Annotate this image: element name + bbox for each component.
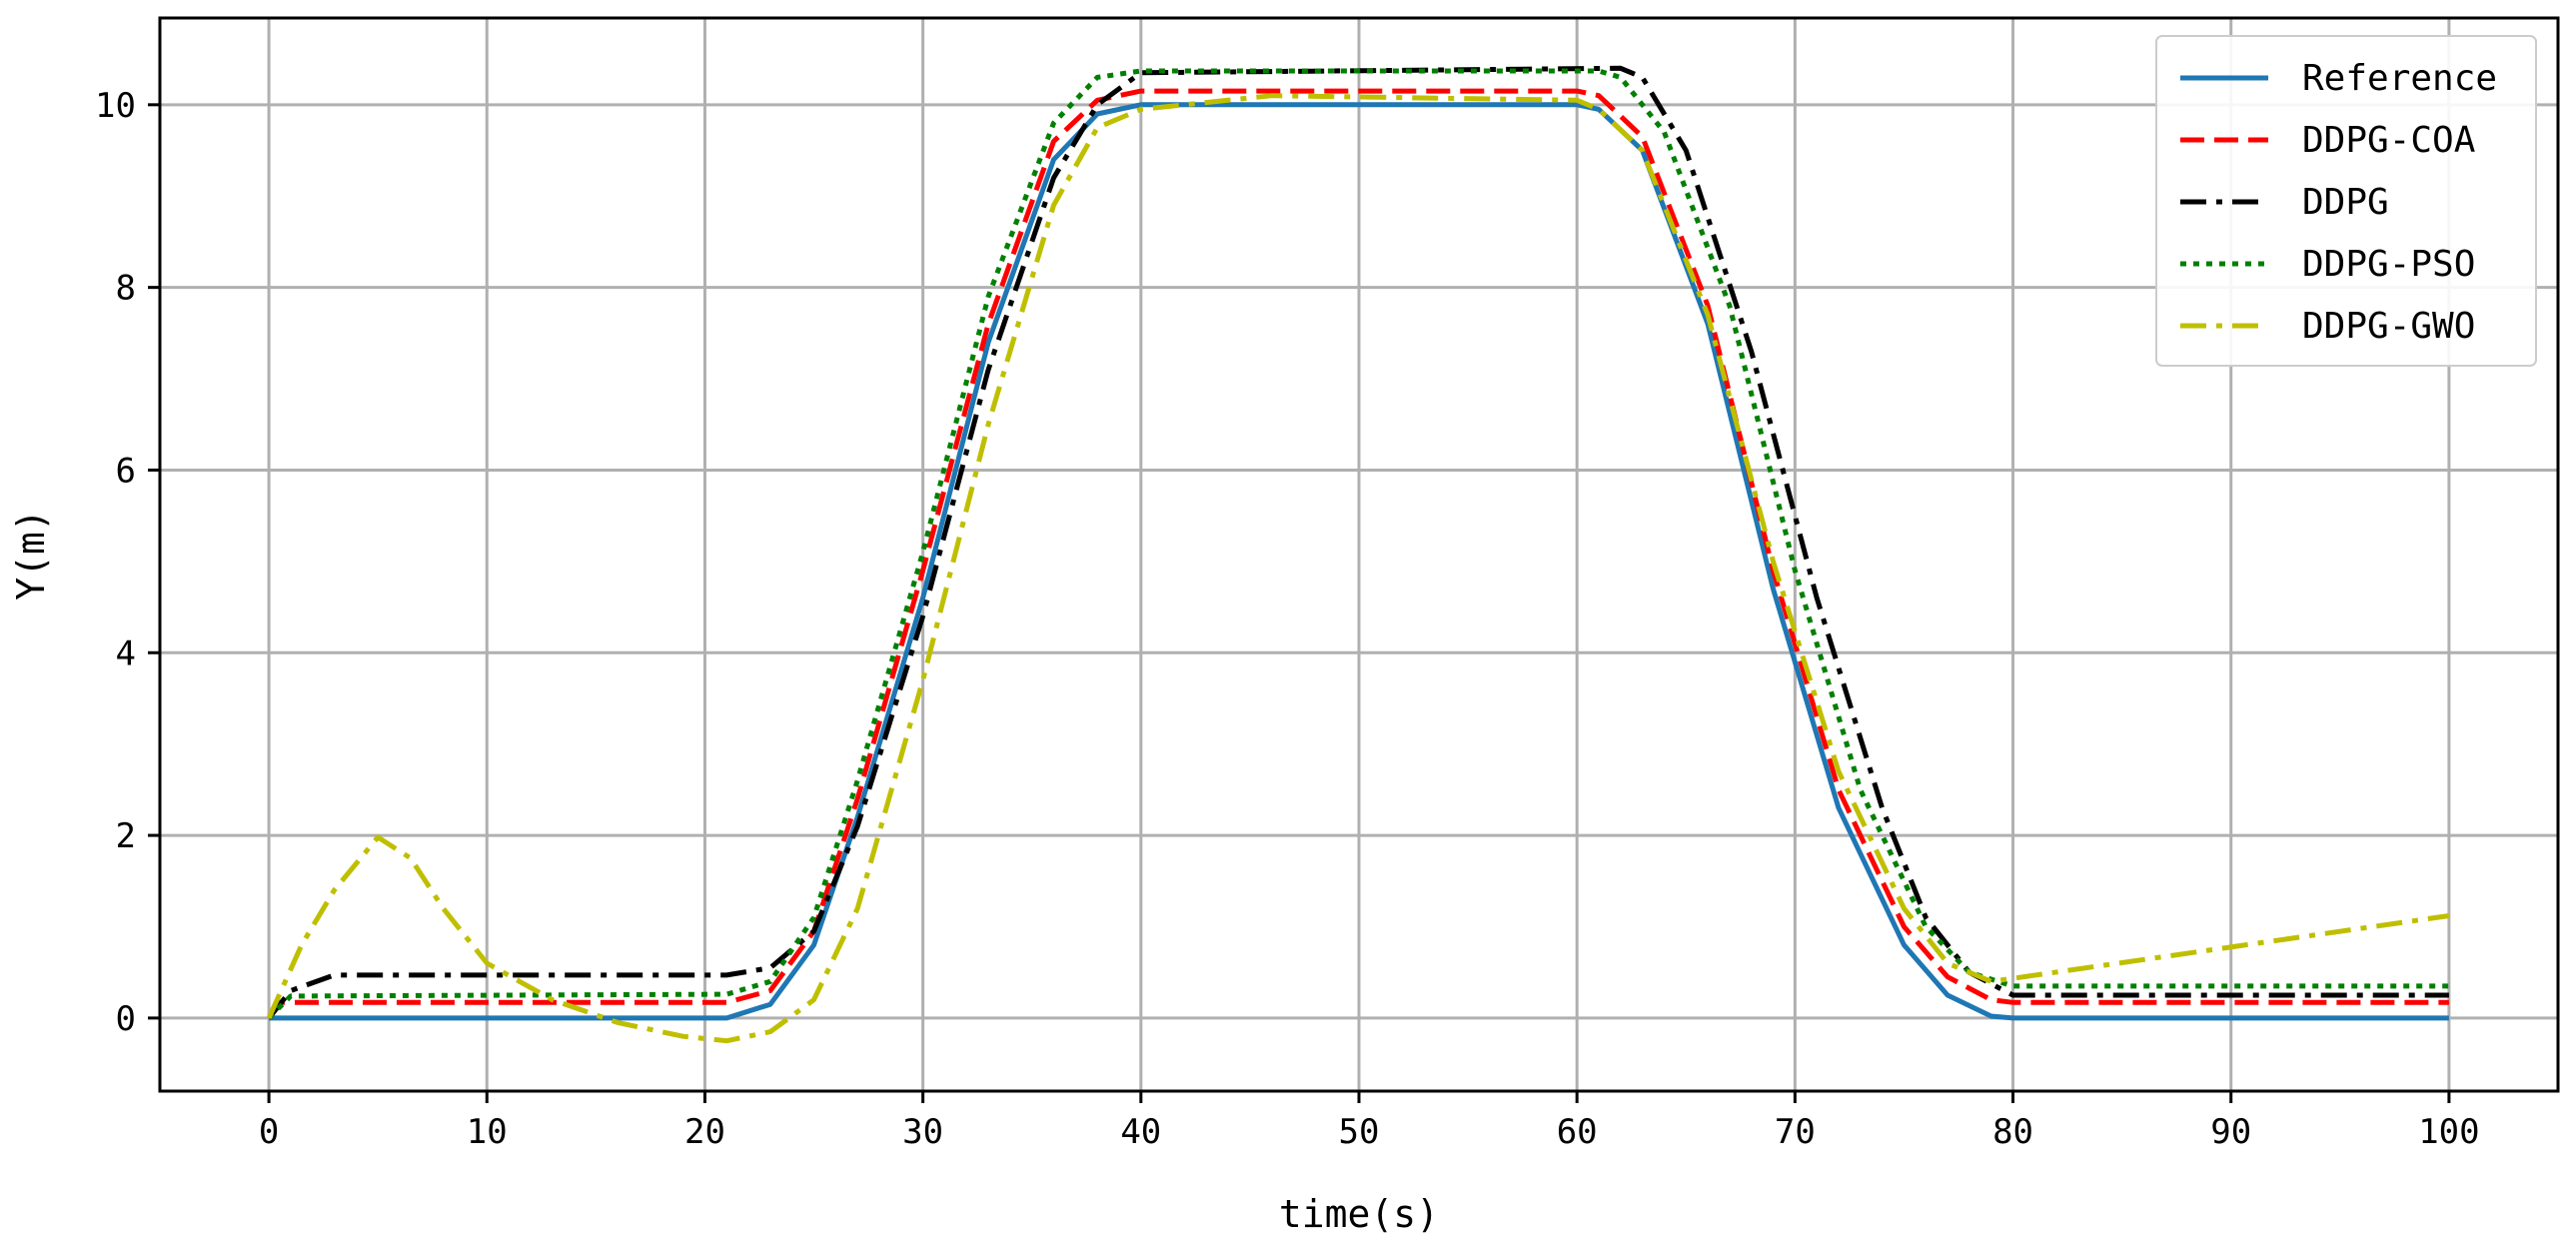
y-tick-label: 2: [116, 816, 136, 856]
ticks: 0 10 20 30 40 50 60 70 80 90 100 0 2 4 6 8 10: [95, 86, 2480, 1152]
x-axis-label: time(s): [1279, 1192, 1439, 1236]
x-tick-label: 10: [467, 1112, 508, 1152]
series-lines: [266, 65, 2450, 1044]
series-line-ddpg: [267, 65, 2449, 1020]
legend-entry: DDPG-GWO: [2302, 306, 2475, 347]
legend-box: [2155, 35, 2537, 367]
series-line-ddpg-pso: [267, 68, 2449, 1020]
series-line-reference: [269, 102, 2449, 1021]
legend: Reference DDPG-COA DDPG DDPG-PSO DDPG-GWO: [2155, 35, 2537, 367]
x-tick-label: 80: [1992, 1112, 2033, 1152]
x-tick-label: 70: [1775, 1112, 1816, 1152]
x-tick-label: 50: [1339, 1112, 1380, 1152]
y-tick-label: 0: [116, 999, 136, 1039]
x-tick-label: 30: [902, 1112, 943, 1152]
x-tick-label: 40: [1120, 1112, 1161, 1152]
x-tick-label: 90: [2210, 1112, 2251, 1152]
x-tick-label: 100: [2418, 1112, 2479, 1152]
y-tick-label: 4: [116, 633, 136, 673]
y-tick-label: 8: [116, 269, 136, 309]
series-line-ddpg-gwo: [266, 93, 2450, 1044]
legend-entry: Reference: [2302, 58, 2497, 99]
y-tick-label: 10: [95, 86, 136, 126]
series-line-ddpg-coa: [267, 88, 2449, 1020]
x-tick-label: 0: [259, 1112, 279, 1152]
x-tick-label: 20: [684, 1112, 725, 1152]
legend-entry: DDPG-COA: [2302, 120, 2476, 161]
legend-entry: DDPG-PSO: [2302, 244, 2475, 285]
y-tick-label: 6: [116, 451, 136, 491]
y-axis-label: Y(m): [9, 509, 53, 601]
legend-entry: DDPG: [2302, 182, 2389, 223]
x-tick-label: 60: [1557, 1112, 1598, 1152]
